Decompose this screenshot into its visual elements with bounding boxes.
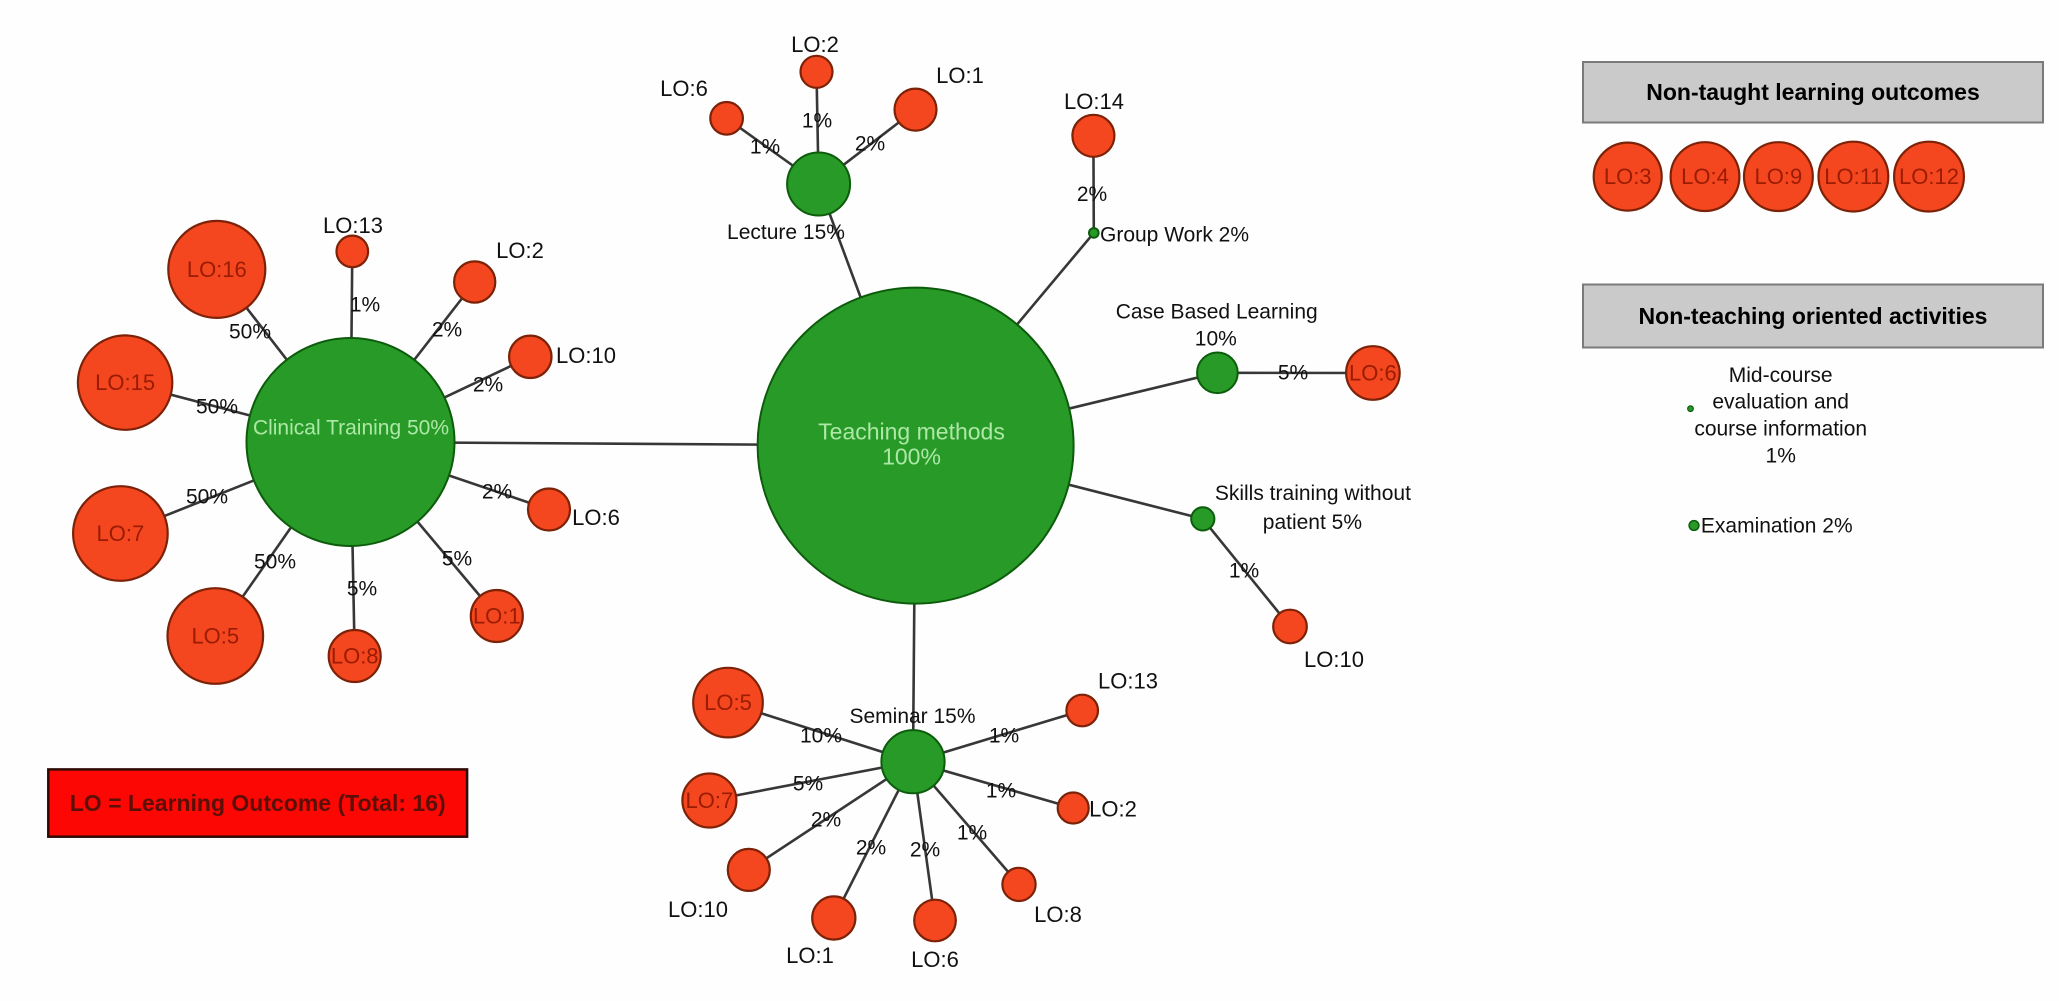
svg-text:10%: 10% [1195,328,1237,351]
svg-text:LO:1: LO:1 [473,604,521,629]
svg-text:Clinical Training 50%: Clinical Training 50% [253,417,449,440]
svg-text:patient 5%: patient 5% [1263,511,1362,534]
svg-text:2%: 2% [855,133,885,156]
svg-text:Lecture 15%: Lecture 15% [727,221,845,244]
svg-text:10%: 10% [800,725,842,748]
svg-text:evaluation and: evaluation and [1712,391,1849,414]
svg-text:5%: 5% [442,548,472,571]
svg-text:LO:6: LO:6 [572,505,620,530]
svg-text:LO:13: LO:13 [323,213,383,238]
svg-text:LO:10: LO:10 [668,897,728,922]
svg-text:100%: 100% [882,444,941,470]
svg-text:Teaching methods: Teaching methods [818,419,1005,445]
svg-text:LO:6: LO:6 [911,947,959,972]
svg-text:LO:7: LO:7 [97,521,145,546]
svg-text:5%: 5% [347,578,377,601]
svg-text:Non-teaching oriented activiti: Non-teaching oriented activities [1639,303,1988,329]
svg-text:2%: 2% [1077,183,1107,206]
svg-text:LO:9: LO:9 [1755,164,1803,189]
svg-text:LO:6: LO:6 [1349,361,1397,386]
svg-text:Examination 2%: Examination 2% [1701,515,1853,538]
svg-text:50%: 50% [254,551,296,574]
svg-text:LO:14: LO:14 [1064,89,1124,114]
svg-text:LO:3: LO:3 [1604,164,1652,189]
svg-text:course information: course information [1694,418,1867,441]
svg-text:Seminar 15%: Seminar 15% [849,705,975,728]
svg-text:LO:11: LO:11 [1824,164,1882,189]
svg-text:LO:2: LO:2 [791,32,839,57]
svg-text:50%: 50% [196,396,238,419]
svg-text:LO:15: LO:15 [95,370,155,395]
svg-text:2%: 2% [473,374,503,397]
svg-text:1%: 1% [989,725,1019,748]
svg-text:5%: 5% [1278,362,1308,385]
svg-text:LO:1: LO:1 [936,63,984,88]
svg-text:1%: 1% [750,136,780,159]
svg-text:Mid-course: Mid-course [1729,364,1833,387]
svg-text:2%: 2% [432,319,462,342]
svg-text:50%: 50% [229,321,271,344]
svg-text:2%: 2% [910,839,940,862]
svg-text:LO:6: LO:6 [660,76,708,101]
svg-text:1%: 1% [802,110,832,133]
svg-text:1%: 1% [986,780,1016,803]
svg-text:LO = Learning Outcome (Total:: LO = Learning Outcome (Total: 16) [70,790,446,816]
svg-text:LO:10: LO:10 [556,343,616,368]
svg-text:2%: 2% [482,481,512,504]
svg-text:LO:5: LO:5 [704,690,752,715]
svg-text:LO:8: LO:8 [1034,902,1082,927]
svg-text:LO:13: LO:13 [1098,668,1158,693]
svg-text:LO:4: LO:4 [1681,164,1729,189]
svg-text:1%: 1% [1766,445,1796,468]
svg-text:LO:1: LO:1 [786,943,834,968]
svg-text:Case Based Learning: Case Based Learning [1116,300,1318,323]
svg-text:1%: 1% [350,294,380,317]
svg-text:LO:16: LO:16 [187,257,247,282]
svg-text:Non-taught learning outcomes: Non-taught learning outcomes [1646,79,1980,105]
svg-text:1%: 1% [1229,560,1259,583]
svg-text:LO:2: LO:2 [1089,796,1137,821]
svg-text:50%: 50% [186,486,228,509]
svg-text:LO:7: LO:7 [686,788,734,813]
svg-text:LO:10: LO:10 [1304,647,1364,672]
svg-text:LO:12: LO:12 [1899,164,1959,189]
svg-text:Group Work 2%: Group Work 2% [1100,224,1249,247]
svg-text:LO:2: LO:2 [496,238,544,263]
svg-text:Skills training without: Skills training without [1215,482,1411,505]
svg-text:1%: 1% [957,822,987,845]
svg-text:5%: 5% [793,773,823,796]
svg-text:2%: 2% [811,809,841,832]
svg-text:LO:8: LO:8 [331,644,379,669]
svg-text:2%: 2% [856,837,886,860]
svg-text:LO:5: LO:5 [191,624,239,649]
